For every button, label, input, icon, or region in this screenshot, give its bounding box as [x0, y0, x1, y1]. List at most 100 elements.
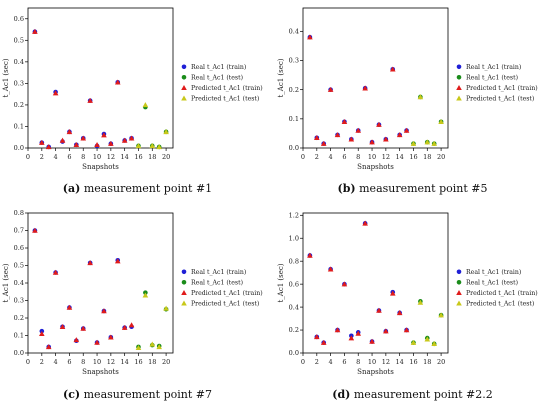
legend: Real t_Ac1 (train) Real t_Ac1 (test) Predi…	[181, 64, 263, 103]
point-pred-train	[355, 330, 362, 336]
point-pred-test	[163, 129, 169, 135]
y-tick-label: 0.8	[289, 257, 299, 265]
x-tick-label: 18	[148, 153, 156, 161]
point-pred-test	[431, 341, 437, 347]
x-tick-label: 6	[67, 358, 71, 366]
legend-label: Predicted t_Ac1 (test)	[466, 301, 534, 308]
y-tick-label: 0.3	[289, 57, 299, 65]
point-pred-train	[101, 132, 107, 138]
legend-label: Real t_Ac1 (test)	[466, 280, 518, 287]
point-pred-train	[314, 334, 320, 340]
y-tick-label: 0.4	[289, 303, 299, 311]
x-tick-label: 8	[356, 358, 360, 366]
point-pred-test	[438, 118, 444, 124]
point-pred-test	[410, 339, 417, 345]
point-pred-train	[39, 330, 45, 336]
x-tick-label: 0	[301, 153, 305, 161]
legend-marker-real-test	[456, 75, 462, 80]
legend-marker-real-test	[181, 280, 187, 285]
point-pred-test	[424, 336, 431, 342]
y-axis-label: t_Ac1 (sec)	[277, 263, 285, 302]
point-pred-train	[114, 258, 121, 264]
chart-a-svg: 0 2 4 6 8 10 12 14 16 18 20 0.0 0.1 0.2 0.3 0.4 0.5 0.6 Sn…	[2, 7, 263, 171]
point-pred-test	[142, 292, 149, 298]
point-pred-train	[327, 266, 334, 272]
legend-label: Predicted t_Ac1 (train)	[466, 290, 538, 297]
point-pred-train	[334, 132, 341, 138]
point-pred-train	[39, 139, 45, 145]
chart-b-svg: 0 2 4 6 8 10 12 14 16 18 20 0.0 0.1 0.2 0.3 0.4 Snapshot…	[277, 7, 538, 171]
x-tick-label: 18	[423, 153, 431, 161]
point-pred-train	[376, 121, 382, 127]
point-pred-train	[45, 344, 52, 350]
y-tick-label: 0.2	[289, 326, 299, 334]
legend-label: Real t_Ac1 (train)	[466, 269, 521, 276]
y-tick-label: 0.2	[14, 314, 24, 322]
point-pred-train	[307, 34, 313, 40]
legend-marker-pred-train	[181, 290, 187, 296]
point-pred-train	[383, 328, 389, 334]
point-pred-train	[87, 260, 93, 266]
point-pred-train	[369, 139, 375, 145]
x-tick-label: 16	[134, 358, 142, 366]
point-pred-train	[396, 310, 403, 316]
point-pred-train	[52, 269, 59, 275]
caption-b-tag: (b)	[337, 182, 356, 195]
x-tick-label: 12	[107, 153, 115, 161]
x-tick-label: 18	[423, 358, 431, 366]
point-pred-test	[417, 299, 424, 305]
caption-c-tag: (c)	[63, 388, 81, 401]
y-tick-label: 0.4	[14, 58, 24, 66]
x-axis-label: Snapshots	[357, 163, 394, 171]
point-pred-train	[403, 327, 410, 333]
y-tick-label: 0.5	[14, 37, 24, 45]
y-tick-label: 0.0	[289, 349, 299, 357]
point-pred-train	[114, 79, 121, 85]
y-tick-label: 0.3	[14, 297, 24, 305]
legend-label: Predicted t_Ac1 (train)	[466, 85, 538, 92]
plot-area	[302, 212, 449, 354]
x-tick-label: 10	[93, 153, 101, 161]
y-tick-label: 0.6	[14, 15, 24, 23]
legend-label: Real t_Ac1 (test)	[191, 75, 243, 82]
chart-panel-d: 0 2 4 6 8 10 12 14 16 18 20 0.0 0.2 0.4 0.6 0.8 1.0 1.2 Sn…	[275, 205, 550, 414]
legend-label: Predicted t_Ac1 (test)	[191, 96, 259, 103]
point-pred-test	[410, 140, 417, 146]
point-pred-train	[320, 140, 327, 146]
chart-c-svg: 0 2 4 6 8 10 12 14 16 18 20 0.0 0.1 0.2 0.3 0.4 0.5 0.6 0.…	[2, 209, 263, 376]
caption-c: (c) measurement point #7	[0, 388, 275, 401]
y-tick-label: 0.4	[14, 279, 24, 287]
point-pred-train	[45, 144, 52, 150]
x-tick-label: 14	[396, 358, 404, 366]
point-pred-train	[73, 141, 80, 148]
plot-area	[27, 7, 174, 149]
y-tick-label: 0.1	[14, 123, 24, 131]
point-pred-train	[121, 137, 128, 143]
x-tick-label: 6	[342, 153, 346, 161]
x-tick-label: 0	[26, 358, 30, 366]
caption-d-tag: (d)	[332, 388, 351, 401]
x-tick-label: 20	[437, 358, 445, 366]
y-axis-label: t_Ac1 (sec)	[2, 263, 10, 302]
x-tick-label: 4	[329, 358, 333, 366]
x-tick-label: 16	[134, 153, 142, 161]
y-tick-label: 0.0	[289, 144, 299, 152]
point-pred-test	[417, 94, 424, 100]
legend-marker-pred-train	[456, 85, 462, 91]
y-tick-label: 0.4	[289, 28, 299, 36]
x-tick-label: 20	[437, 153, 445, 161]
legend-label: Predicted t_Ac1 (train)	[191, 290, 263, 297]
point-pred-train	[314, 134, 320, 141]
point-pred-train	[341, 118, 348, 124]
point-pred-train	[355, 127, 362, 133]
x-tick-label: 2	[315, 153, 319, 161]
x-tick-label: 2	[40, 358, 44, 366]
y-tick-label: 0.6	[14, 244, 24, 252]
y-axis-label: t_Ac1 (sec)	[277, 58, 285, 97]
point-pred-test	[135, 143, 142, 149]
point-pred-train	[94, 339, 100, 345]
legend-marker-pred-test	[181, 300, 187, 306]
legend-marker-pred-train	[181, 85, 187, 91]
chart-panel-a: 0 2 4 6 8 10 12 14 16 18 20 0.0 0.1 0.2 0.3 0.4 0.5 0.6 Sn…	[0, 0, 275, 209]
point-pred-test	[424, 139, 431, 145]
